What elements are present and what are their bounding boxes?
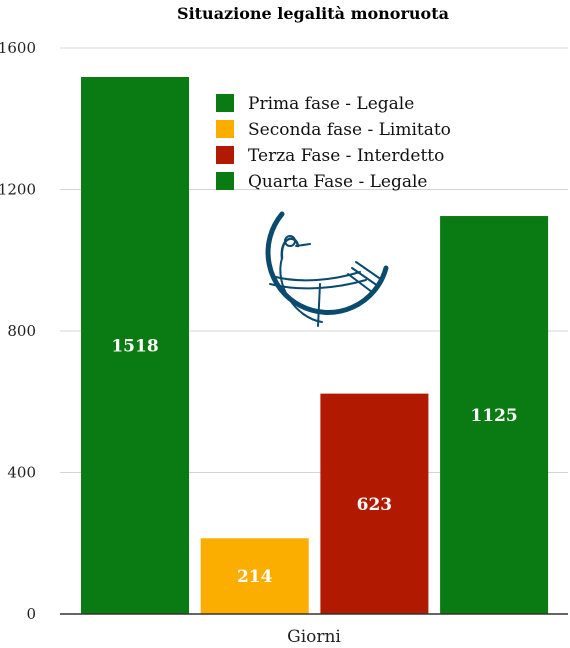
y-tick-label: 800 bbox=[7, 322, 36, 340]
bar bbox=[320, 393, 429, 614]
legend-item: Prima fase - Legale bbox=[216, 94, 414, 114]
legend-swatch bbox=[216, 146, 234, 164]
bar bbox=[81, 77, 189, 614]
legend-label: Seconda fase - Limitato bbox=[248, 120, 451, 140]
legend-label: Quarta Fase - Legale bbox=[248, 172, 428, 192]
legend-swatch bbox=[216, 120, 234, 138]
legend-item: Quarta Fase - Legale bbox=[216, 172, 428, 192]
bars: 1518 214 623 1125 bbox=[81, 77, 549, 614]
bar bbox=[200, 538, 309, 614]
y-tick-label: 1600 bbox=[0, 39, 36, 57]
data-label: 623 bbox=[357, 495, 393, 515]
bar bbox=[440, 216, 549, 614]
legend-label: Prima fase - Legale bbox=[248, 94, 414, 114]
logo-icon bbox=[265, 211, 389, 327]
y-tick-label: 0 bbox=[26, 605, 36, 623]
data-label: 1518 bbox=[111, 337, 158, 357]
y-axis-ticks: 0 400 800 1200 1600 bbox=[0, 39, 36, 623]
legend-swatch bbox=[216, 172, 234, 190]
legend-item: Terza Fase - Interdetto bbox=[216, 146, 444, 166]
data-label: 214 bbox=[237, 567, 273, 587]
y-tick-label: 1200 bbox=[0, 181, 36, 199]
chart-title: Situazione legalità monoruota bbox=[177, 4, 449, 23]
x-axis-label: Giorni bbox=[287, 627, 341, 647]
legend-label: Terza Fase - Interdetto bbox=[248, 146, 444, 166]
y-tick-label: 400 bbox=[7, 464, 36, 482]
legend-swatch bbox=[216, 94, 234, 112]
data-label: 1125 bbox=[470, 406, 517, 426]
legend: Prima fase - Legale Seconda fase - Limita… bbox=[216, 94, 451, 192]
legend-item: Seconda fase - Limitato bbox=[216, 120, 451, 140]
